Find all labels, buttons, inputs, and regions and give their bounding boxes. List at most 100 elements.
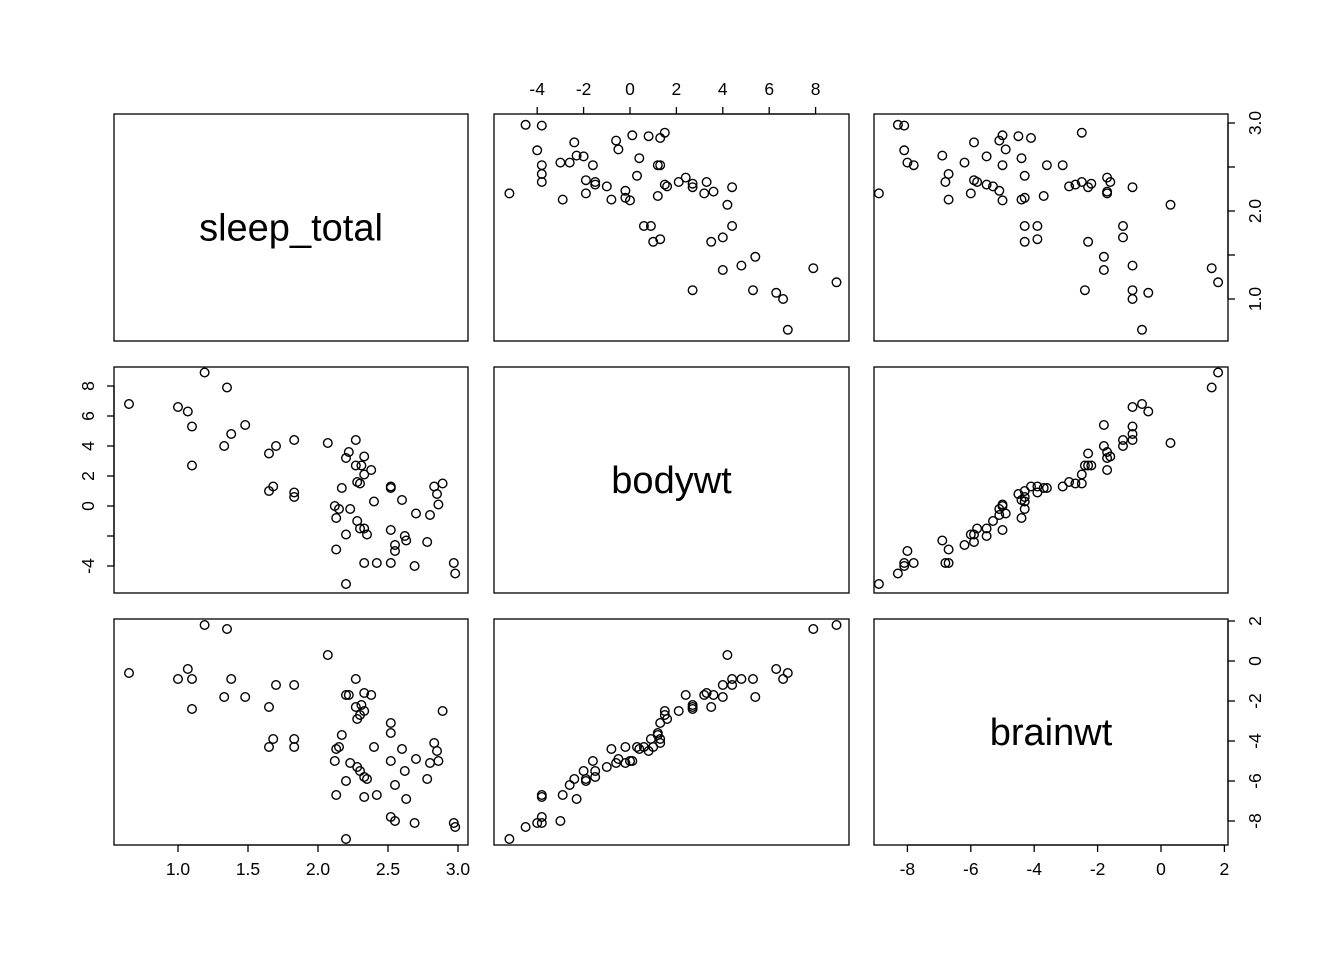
point-bodywt-vs-sleep_total [369, 496, 380, 507]
point-bodywt-vs-sleep_total [352, 516, 363, 527]
tick-label: 0 [1245, 656, 1265, 666]
point-bodywt-vs-sleep_total [221, 382, 232, 393]
point-bodywt-vs-brainwt [1025, 481, 1036, 492]
point-brainwt-vs-bodywt [536, 818, 547, 829]
point-bodywt-vs-sleep_total [341, 453, 352, 464]
point-bodywt-vs-brainwt [899, 561, 910, 572]
point-bodywt-vs-brainwt [1117, 435, 1128, 446]
point-sleep_total-vs-brainwt [1041, 160, 1052, 171]
point-brainwt-vs-sleep_total [366, 690, 377, 701]
point-sleep_total-vs-brainwt [1057, 160, 1068, 171]
point-brainwt-vs-bodywt [778, 674, 789, 685]
point-sleep_total-vs-bodywt [722, 199, 733, 210]
point-sleep_total-vs-brainwt [1019, 220, 1030, 231]
point-sleep_total-vs-bodywt [727, 220, 738, 231]
point-bodywt-vs-brainwt [972, 523, 983, 534]
point-sleep_total-vs-brainwt [1117, 220, 1128, 231]
point-brainwt-vs-bodywt [655, 738, 666, 749]
point-brainwt-vs-bodywt [771, 664, 782, 675]
point-sleep_total-vs-bodywt [555, 157, 566, 168]
point-brainwt-vs-bodywt [727, 674, 738, 685]
point-bodywt-vs-sleep_total [289, 487, 300, 498]
point-brainwt-vs-sleep_total [341, 834, 352, 845]
point-sleep_total-vs-bodywt [687, 285, 698, 296]
point-brainwt-vs-sleep_total [422, 774, 433, 785]
point-bodywt-vs-sleep_total [331, 544, 342, 555]
point-sleep_total-vs-bodywt [808, 263, 819, 274]
point-brainwt-vs-bodywt [557, 790, 568, 801]
point-bodywt-vs-brainwt [1079, 460, 1090, 471]
point-sleep_total-vs-bodywt [708, 186, 719, 197]
point-bodywt-vs-sleep_total [289, 492, 300, 503]
point-bodywt-vs-sleep_total [350, 460, 361, 471]
point-bodywt-vs-sleep_total [425, 510, 436, 521]
point-brainwt-vs-bodywt [634, 744, 645, 755]
point-bodywt-vs-brainwt [1098, 420, 1109, 431]
tick-label: 1.0 [1245, 287, 1265, 312]
point-bodywt-vs-brainwt [1127, 435, 1138, 446]
tick-label: 1.5 [236, 859, 260, 879]
point-brainwt-vs-bodywt [706, 702, 717, 713]
point-brainwt-vs-sleep_total [221, 624, 232, 635]
point-sleep_total-vs-bodywt [587, 160, 598, 171]
tick-label: -6 [963, 859, 979, 879]
point-brainwt-vs-sleep_total [186, 704, 197, 715]
point-sleep_total-vs-brainwt [1127, 285, 1138, 296]
tick-label: 4 [78, 441, 98, 451]
point-brainwt-vs-sleep_total [334, 742, 345, 753]
point-bodywt-vs-sleep_total [397, 495, 408, 506]
point-brainwt-vs-sleep_total [362, 774, 373, 785]
point-bodywt-vs-sleep_total [341, 579, 352, 590]
point-sleep_total-vs-bodywt [736, 260, 747, 271]
point-brainwt-vs-bodywt [673, 706, 684, 717]
point-sleep_total-vs-bodywt [831, 277, 842, 288]
point-brainwt-vs-bodywt [536, 790, 547, 801]
point-sleep_total-vs-bodywt [655, 160, 666, 171]
point-brainwt-vs-bodywt [717, 680, 728, 691]
point-brainwt-vs-sleep_total [385, 812, 396, 823]
axes-layer: -4 -2 0 2 4 6 8 1.0 1.5 2.0 2.5 3.0 -8 -6 -4 -2 0 2 1.0 2.0… [78, 79, 1265, 879]
point-brainwt-vs-sleep_total [356, 700, 367, 711]
point-brainwt-vs-sleep_total [390, 780, 401, 791]
point-sleep_total-vs-brainwt [1165, 199, 1176, 210]
point-bodywt-vs-brainwt [1019, 504, 1030, 515]
point-brainwt-vs-sleep_total [350, 674, 361, 685]
point-brainwt-vs-sleep_total [350, 702, 361, 713]
point-sleep_total-vs-brainwt [1079, 285, 1090, 296]
tick-label: 2 [78, 471, 98, 481]
point-bodywt-vs-brainwt [997, 525, 1008, 536]
point-bodywt-vs-brainwt [994, 510, 1005, 521]
point-brainwt-vs-bodywt [606, 744, 617, 755]
point-brainwt-vs-sleep_total [359, 688, 370, 699]
point-bodywt-vs-brainwt [1143, 406, 1154, 417]
point-sleep_total-vs-bodywt [580, 188, 591, 199]
point-bodywt-vs-sleep_total [429, 481, 440, 492]
axis-bottom-brainwt: -8 -6 -4 -2 0 2 [900, 844, 1229, 879]
tick-label: 0 [78, 501, 98, 511]
point-brainwt-vs-bodywt [569, 774, 580, 785]
point-sleep_total-vs-brainwt [997, 195, 1008, 206]
point-bodywt-vs-sleep_total [390, 540, 401, 551]
panel-sleep_total-vs-sleep_total [113, 113, 469, 342]
point-bodywt-vs-brainwt [1064, 477, 1075, 488]
tick-label: 0 [625, 79, 635, 99]
point-bodywt-vs-brainwt [981, 531, 992, 542]
point-brainwt-vs-sleep_total [268, 734, 279, 745]
point-sleep_total-vs-brainwt [1016, 194, 1027, 205]
point-bodywt-vs-brainwt [1206, 382, 1217, 393]
point-sleep_total-vs-bodywt [701, 176, 712, 187]
point-brainwt-vs-sleep_total [123, 668, 134, 679]
point-brainwt-vs-bodywt [722, 650, 733, 661]
axis-right-sleep-total: 1.0 2.0 3.0 [1227, 111, 1265, 312]
variable-label-sleep_total: sleep_total [199, 208, 383, 250]
point-brainwt-vs-bodywt [601, 762, 612, 773]
point-sleep_total-vs-brainwt [1213, 277, 1224, 288]
point-bodywt-vs-brainwt [1013, 489, 1024, 500]
point-bodywt-vs-sleep_total [336, 483, 347, 494]
point-bodywt-vs-sleep_total [359, 523, 370, 534]
point-sleep_total-vs-brainwt [1127, 294, 1138, 305]
variable-label-bodywt: bodywt [611, 460, 732, 502]
point-bodywt-vs-brainwt [969, 529, 980, 540]
point-brainwt-vs-bodywt [699, 690, 710, 701]
